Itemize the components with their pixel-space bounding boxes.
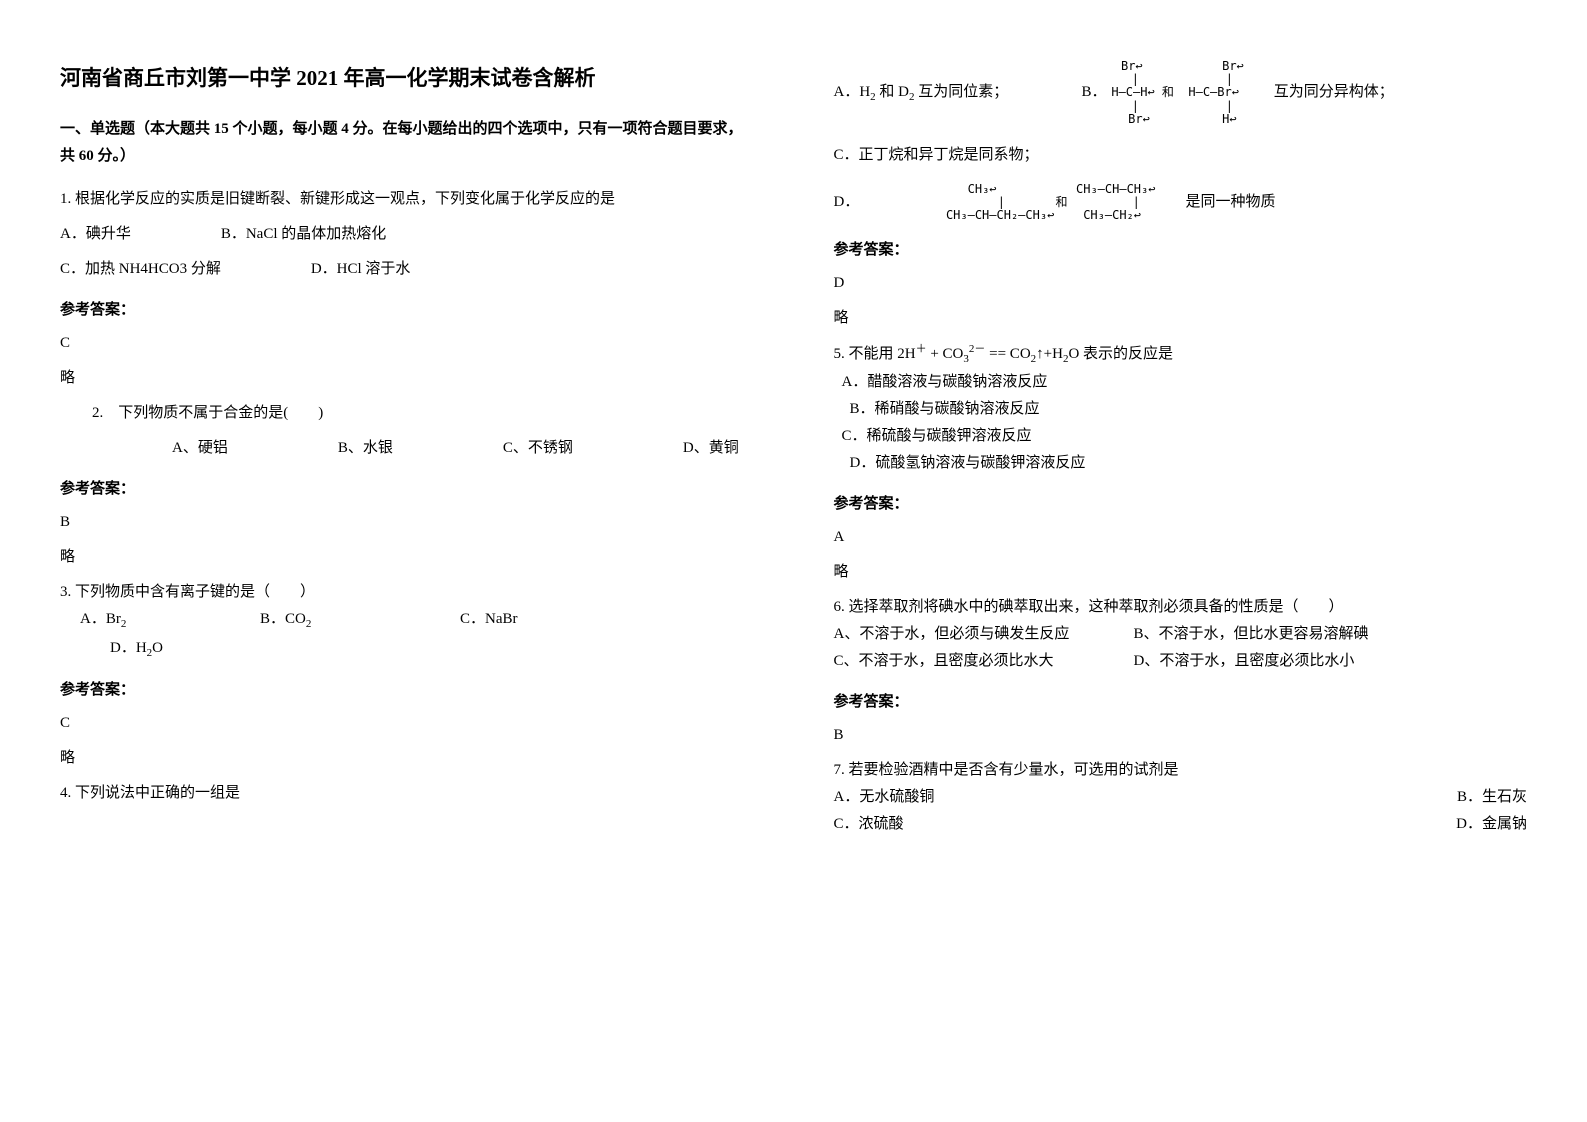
q3-opt-c: C．NaBr — [460, 606, 518, 635]
q3-opt-a: A．Br2 — [60, 606, 260, 635]
q4-opt-a: A．H2 和 D2 互为同位素； — [834, 79, 1074, 108]
q2-opt-d: D、黄铜 — [683, 435, 739, 462]
q5-mid3: ↑+H — [1036, 346, 1063, 362]
q5-pre: 5. 不能用 2H — [834, 346, 916, 362]
q5-opts: A．醋酸溶液与碳酸钠溶液反应 B．稀硝酸与碳酸钠溶液反应 C．稀硫酸与碳酸钾溶液… — [834, 369, 1528, 477]
q5-post: O 表示的反应是 — [1068, 346, 1173, 362]
q2-opt-c: C、不锈钢 — [503, 435, 573, 462]
q3-stem: 3. 下列物质中含有离子键的是（ ） — [60, 579, 754, 606]
question-5: 5. 不能用 2H＋ + CO32－ == CO2↑+H2O 表示的反应是 A．… — [834, 340, 1528, 478]
q5-opt-d: D．硫酸氢钠溶液与碳酸钾溶液反应 — [842, 450, 1528, 477]
left-column: 河南省商丘市刘第一中学 2021 年高一化学期末试卷含解析 一、单选题（本大题共… — [0, 0, 794, 1122]
q4-a-pre: A．H — [834, 84, 871, 100]
q4-d-suffix: 是同一种物质 — [1185, 189, 1275, 216]
q3-a-pre: A．Br — [80, 611, 121, 627]
question-6: 6. 选择萃取剂将碘水中的碘萃取出来，这种萃取剂必须具备的性质是（ ） A、不溶… — [834, 594, 1528, 675]
q4-b-suffix: 互为同分异构体； — [1274, 79, 1394, 106]
q3-b-sub: 2 — [306, 618, 312, 630]
q2-answer: B — [60, 509, 754, 536]
q7-stem: 7. 若要检验酒精中是否含有少量水，可选用的试剂是 — [834, 757, 1528, 784]
q3-opt-b: B．CO2 — [260, 606, 460, 635]
question-4-stem: 4. 下列说法中正确的一组是 — [60, 780, 754, 807]
q6-answer: B — [834, 722, 1528, 749]
section-header: 一、单选题（本大题共 15 个小题，每小题 4 分。在每小题给出的四个选项中，只… — [60, 116, 754, 170]
q1-opt-a: A．碘升华 — [60, 221, 131, 248]
question-7: 7. 若要检验酒精中是否含有少量水，可选用的试剂是 A．无水硫酸铜 B．生石灰 … — [834, 757, 1528, 838]
answer-label: 参考答案： — [60, 677, 754, 704]
q1-brief: 略 — [60, 365, 754, 392]
q5-mid1: + CO — [927, 346, 964, 362]
q3-options: A．Br2 B．CO2 C．NaBr — [60, 606, 754, 635]
q5-mid2: == CO — [985, 346, 1030, 362]
answer-label: 参考答案： — [60, 476, 754, 503]
right-column: A．H2 和 D2 互为同位素； B． Br↩ Br↩ | | H—C—H↩ 和… — [794, 0, 1587, 1122]
q7-opt-c: C．浓硫酸 — [834, 811, 904, 838]
q1-opt-b: B．NaCl 的晶体加热熔化 — [221, 221, 386, 248]
q2-options: A、硬铝 B、水银 C、不锈钢 D、黄铜 — [92, 435, 754, 462]
q1-options-row1: A．碘升华 B．NaCl 的晶体加热熔化 — [60, 221, 754, 248]
q4-opt-b-label: B． — [1082, 79, 1107, 106]
q6-opt-c: C、不溶于水，且密度必须比水大 — [834, 648, 1134, 675]
q4-row-d: D． CH₃↩ CH₃—CH—CH₃↩ | 和 | CH₃—CH—CH₂—CH₃… — [834, 183, 1528, 223]
q4-opt-c: C．正丁烷和异丁烷是同系物； — [834, 142, 1528, 169]
answer-label: 参考答案： — [834, 237, 1528, 264]
q1-stem: 1. 根据化学反应的实质是旧键断裂、新键形成这一观点，下列变化属于化学反应的是 — [60, 186, 754, 213]
q3-d-pre: D．H — [110, 640, 147, 656]
page-title: 河南省商丘市刘第一中学 2021 年高一化学期末试卷含解析 — [60, 60, 754, 98]
q4-row-ab: A．H2 和 D2 互为同位素； B． Br↩ Br↩ | | H—C—H↩ 和… — [834, 60, 1528, 126]
q7-opt-d: D．金属钠 — [1456, 811, 1527, 838]
q5-answer: A — [834, 524, 1528, 551]
question-2: 2. 下列物质不属于合金的是( ) A、硬铝 B、水银 C、不锈钢 D、黄铜 — [60, 400, 754, 462]
q1-opt-c: C．加热 NH4HCO3 分解 — [60, 256, 221, 283]
q1-options-row2: C．加热 NH4HCO3 分解 D．HCl 溶于水 — [60, 256, 754, 283]
q3-d-post: O — [152, 640, 163, 656]
q4-b-structure: Br↩ Br↩ | | H—C—H↩ 和 H—C—Br↩ | | Br↩ H↩ — [1107, 60, 1244, 126]
q7-row2: C．浓硫酸 D．金属钠 — [834, 811, 1528, 838]
answer-label: 参考答案： — [60, 297, 754, 324]
q5-opt-c: C．稀硫酸与碳酸钾溶液反应 — [842, 423, 1528, 450]
question-1: 1. 根据化学反应的实质是旧键断裂、新键形成这一观点，下列变化属于化学反应的是 … — [60, 186, 754, 283]
q6-opt-d: D、不溶于水，且密度必须比水小 — [1134, 648, 1355, 675]
q4-answer: D — [834, 270, 1528, 297]
q5-stem: 5. 不能用 2H＋ + CO32－ == CO2↑+H2O 表示的反应是 — [834, 340, 1528, 370]
q3-b-pre: B．CO — [260, 611, 306, 627]
q4-stem: 4. 下列说法中正确的一组是 — [60, 780, 754, 807]
q1-answer: C — [60, 330, 754, 357]
q4-d-structure: CH₃↩ CH₃—CH—CH₃↩ | 和 | CH₃—CH—CH₂—CH₃↩ C… — [932, 183, 1156, 223]
q2-opt-b: B、水银 — [338, 435, 393, 462]
q3-answer: C — [60, 710, 754, 737]
q3-a-sub: 2 — [121, 618, 127, 630]
q6-opt-b: B、不溶于水，但比水更容易溶解碘 — [1134, 621, 1369, 648]
q4-a-mid: 和 D — [876, 84, 909, 100]
q5-opt-a: A．醋酸溶液与碳酸钠溶液反应 — [842, 369, 1528, 396]
q5-brief: 略 — [834, 559, 1528, 586]
q3-opt-d: D．H2O — [110, 640, 163, 656]
q5-sup2: 2－ — [969, 343, 986, 355]
q4-brief: 略 — [834, 305, 1528, 332]
q3-brief: 略 — [60, 745, 754, 772]
q3-opt-d-row: D．H2O — [60, 635, 754, 664]
q6-row1: A、不溶于水，但必须与碘发生反应 B、不溶于水，但比水更容易溶解碘 — [834, 621, 1528, 648]
q5-opt-b: B．稀硝酸与碳酸钠溶液反应 — [842, 396, 1528, 423]
answer-label: 参考答案： — [834, 689, 1528, 716]
q5-sup1: ＋ — [916, 343, 927, 355]
q4-opt-d-label: D． — [834, 189, 924, 216]
q2-opt-a: A、硬铝 — [172, 435, 228, 462]
q4-a-post: 互为同位素； — [915, 84, 1009, 100]
q7-opt-a: A．无水硫酸铜 — [834, 784, 935, 811]
q7-opt-b: B．生石灰 — [1457, 784, 1527, 811]
answer-label: 参考答案： — [834, 491, 1528, 518]
q6-row2: C、不溶于水，且密度必须比水大 D、不溶于水，且密度必须比水小 — [834, 648, 1528, 675]
q6-stem: 6. 选择萃取剂将碘水中的碘萃取出来，这种萃取剂必须具备的性质是（ ） — [834, 594, 1528, 621]
q2-brief: 略 — [60, 544, 754, 571]
q2-stem: 2. 下列物质不属于合金的是( ) — [92, 400, 754, 427]
q1-opt-d: D．HCl 溶于水 — [311, 256, 411, 283]
q6-opt-a: A、不溶于水，但必须与碘发生反应 — [834, 621, 1134, 648]
question-3: 3. 下列物质中含有离子键的是（ ） A．Br2 B．CO2 C．NaBr D．… — [60, 579, 754, 664]
q7-row1: A．无水硫酸铜 B．生石灰 — [834, 784, 1528, 811]
